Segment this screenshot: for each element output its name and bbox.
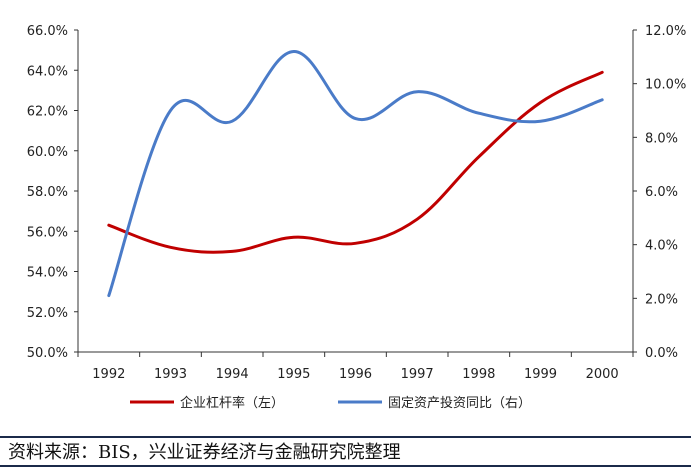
x-tick-label: 1999 — [524, 367, 557, 382]
chart-axes — [77, 30, 634, 353]
left-tick-label: 52.0% — [27, 306, 68, 321]
left-tick-label: 66.0% — [27, 24, 68, 39]
x-tick-label: 2000 — [586, 367, 619, 382]
x-tick-label: 1997 — [401, 367, 434, 382]
left-tick-label: 60.0% — [27, 145, 68, 160]
left-tick-label: 64.0% — [27, 64, 68, 79]
series-line-1 — [107, 70, 604, 254]
left-tick-label: 62.0% — [27, 105, 68, 120]
right-tick-label: 4.0% — [645, 239, 678, 254]
legend: 企业杠杆率（左） 固定资产投资同比（右） — [130, 395, 531, 411]
dual-axis-line-chart: 50.0% 52.0% 54.0% 56.0% 58.0% 60.0% 62.0% 64.0%… — [27, 24, 687, 411]
right-tick-label: 10.0% — [645, 78, 686, 93]
source-note: 资料来源：BIS，兴业证券经济与金融研究院整理 — [8, 442, 401, 463]
left-tick-label: 54.0% — [27, 266, 68, 281]
legend-label: 企业杠杆率（左） — [180, 395, 284, 411]
x-tick-label: 1994 — [216, 367, 249, 382]
source-top-rule — [0, 436, 691, 438]
source-bottom-rule — [0, 465, 691, 467]
right-tick-label: 6.0% — [645, 185, 678, 200]
right-tick-label: 0.0% — [645, 346, 678, 361]
right-tick-label: 12.0% — [645, 24, 686, 39]
left-tick-label: 50.0% — [27, 346, 68, 361]
x-tick-label: 1996 — [339, 367, 372, 382]
left-tick-label: 58.0% — [27, 185, 68, 200]
right-axis-ticks: 0.0% 2.0% 4.0% 6.0% 8.0% 10.0% 12.0% — [633, 24, 686, 361]
x-tick-label: 1995 — [277, 367, 310, 382]
x-axis-ticks: 1992 1993 1994 1995 1996 1997 1998 1999 2000 — [77, 352, 634, 382]
series-lines — [107, 49, 604, 298]
right-tick-label: 8.0% — [645, 131, 678, 146]
series-line-2 — [107, 49, 604, 298]
left-tick-label: 56.0% — [27, 225, 68, 240]
x-tick-label: 1993 — [154, 367, 187, 382]
right-tick-label: 2.0% — [645, 292, 678, 307]
x-tick-label: 1998 — [462, 367, 495, 382]
x-tick-label: 1992 — [92, 367, 125, 382]
legend-label: 固定资产投资同比（右） — [388, 395, 531, 411]
left-axis-ticks: 50.0% 52.0% 54.0% 56.0% 58.0% 60.0% 62.0% 64.0%… — [27, 24, 78, 361]
